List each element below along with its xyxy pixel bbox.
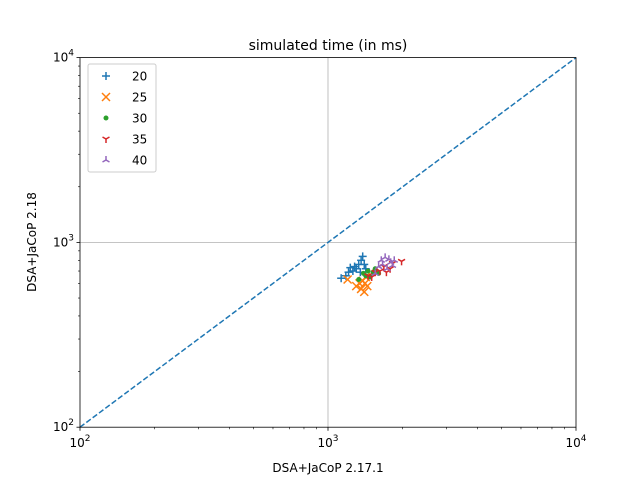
y-axis-ticks: 102 103 104 bbox=[53, 49, 80, 434]
marker-stroke bbox=[374, 265, 379, 270]
legend-marker-30 bbox=[103, 115, 109, 121]
data-point bbox=[337, 274, 346, 283]
legend-label-30: 30 bbox=[132, 112, 147, 126]
legend: 20 25 30 35 40 bbox=[87, 63, 157, 173]
legend-label-20: 20 bbox=[132, 70, 147, 84]
data-point bbox=[378, 260, 387, 268]
legend-label-25: 25 bbox=[132, 91, 147, 105]
marker-stroke bbox=[376, 268, 381, 272]
data-point bbox=[360, 260, 369, 269]
x-axis-ticks: 102 103 104 bbox=[69, 427, 587, 450]
legend-label-40: 40 bbox=[132, 154, 147, 168]
marker-stroke bbox=[393, 259, 399, 263]
marker-stroke bbox=[390, 259, 395, 263]
data-point bbox=[358, 252, 367, 261]
marker-stroke bbox=[359, 287, 369, 297]
marker-stroke bbox=[367, 274, 373, 278]
marker-stroke bbox=[386, 268, 391, 272]
legend-marker-20 bbox=[102, 72, 110, 80]
data-points bbox=[337, 252, 406, 297]
data-point bbox=[359, 287, 369, 297]
legend-marker-25 bbox=[101, 92, 111, 102]
marker-dot bbox=[356, 276, 362, 282]
legend-label-35: 35 bbox=[132, 133, 147, 147]
chart-title: simulated time (in ms) bbox=[249, 38, 408, 54]
marker-stroke bbox=[381, 256, 386, 261]
marker-dot bbox=[103, 115, 109, 121]
marker-stroke bbox=[392, 264, 397, 269]
marker-stroke bbox=[101, 92, 111, 102]
data-point bbox=[365, 268, 371, 274]
y-tick-label: 104 bbox=[53, 49, 74, 65]
marker-stroke bbox=[378, 263, 383, 268]
marker-stroke bbox=[371, 272, 376, 277]
x-axis-label: DSA+JaCoP 2.17.1 bbox=[272, 461, 383, 475]
data-point bbox=[376, 268, 384, 276]
data-point bbox=[362, 281, 372, 291]
data-point bbox=[371, 269, 380, 277]
legend-box bbox=[87, 63, 157, 173]
data-point bbox=[343, 274, 353, 285]
marker-stroke bbox=[377, 259, 382, 263]
data-point bbox=[390, 256, 399, 263]
data-point bbox=[374, 262, 383, 270]
marker-stroke bbox=[362, 281, 372, 291]
marker-stroke bbox=[102, 159, 107, 163]
marker-dot bbox=[365, 268, 371, 274]
marker-stroke bbox=[343, 274, 353, 285]
marker-stroke bbox=[102, 136, 107, 140]
diagonal-dashed-line bbox=[79, 56, 577, 428]
marker-stroke bbox=[388, 264, 393, 269]
x-tick-label: 102 bbox=[69, 434, 90, 450]
marker-stroke bbox=[401, 258, 406, 262]
x-tick-label: 103 bbox=[317, 434, 338, 450]
marker-stroke bbox=[386, 261, 392, 265]
series-40 bbox=[371, 253, 399, 277]
data-point bbox=[383, 264, 391, 272]
x-tick-label: 104 bbox=[565, 434, 586, 450]
y-axis-label: DSA+JaCoP 2.18 bbox=[25, 192, 39, 292]
data-point bbox=[352, 264, 361, 273]
marker-stroke bbox=[364, 273, 369, 277]
marker-stroke bbox=[105, 136, 110, 140]
series-35 bbox=[364, 258, 406, 281]
data-point bbox=[397, 258, 406, 266]
marker-stroke bbox=[385, 258, 390, 262]
data-point bbox=[344, 268, 353, 277]
legend-marker-40 bbox=[102, 156, 110, 163]
y-tick-label: 102 bbox=[53, 418, 74, 434]
data-point bbox=[356, 276, 362, 282]
legend-marker-35 bbox=[102, 136, 110, 143]
marker-stroke bbox=[374, 272, 380, 277]
marker-stroke bbox=[379, 268, 384, 272]
y-tick-label: 103 bbox=[53, 233, 74, 249]
marker-stroke bbox=[105, 159, 110, 163]
marker-stroke bbox=[382, 263, 387, 268]
marker-stroke bbox=[397, 258, 402, 262]
data-point bbox=[357, 256, 366, 265]
marker-stroke bbox=[378, 265, 383, 270]
marker-stroke bbox=[383, 268, 388, 272]
diagonal-line bbox=[79, 56, 577, 428]
